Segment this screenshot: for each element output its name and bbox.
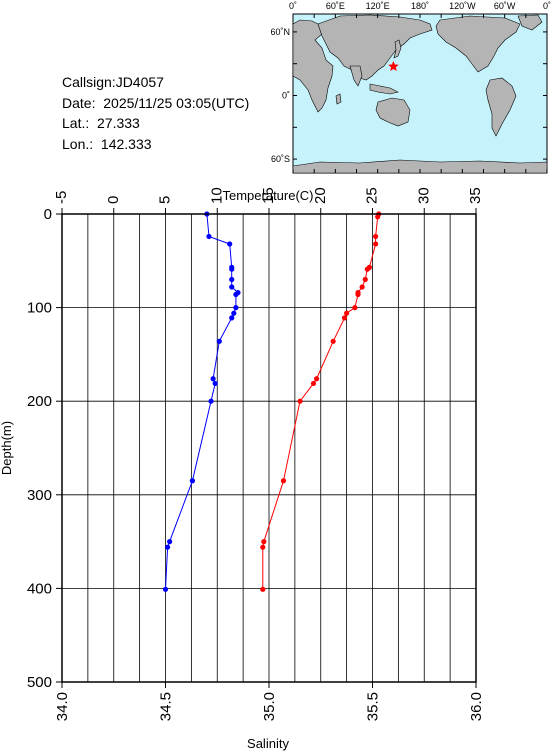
salinity-axis-label: Salinity <box>247 736 289 751</box>
map-lon-label: 0˚ <box>289 1 297 11</box>
temperature-tick-label: -5 <box>53 191 70 204</box>
depth-tick-label: 200 <box>27 393 52 410</box>
salinity-point <box>229 276 235 283</box>
date-text: Date: 2025/11/25 03:05(UTC) <box>62 94 250 111</box>
depth-tick-label: 300 <box>27 487 52 504</box>
station-info: Callsign:JD4057 Date: 2025/11/25 03:05(U… <box>62 72 249 154</box>
depth-tick-label: 500 <box>27 674 52 691</box>
temperature-point <box>373 233 379 240</box>
salinity-point <box>233 291 239 298</box>
land-south-america <box>485 77 517 137</box>
temperature-point <box>297 398 303 404</box>
lat-text: Lat.: 27.333 <box>62 115 140 131</box>
temperature-point <box>261 539 267 545</box>
temperature-tick-label: 20 <box>312 187 329 204</box>
salinity-point <box>216 338 222 344</box>
series-layer <box>162 211 382 592</box>
map-lon-label: 120˚E <box>366 1 390 11</box>
salinity-line <box>165 213 239 590</box>
land-india <box>349 65 363 87</box>
salinity-point <box>210 376 216 382</box>
map-lon-label: 60˚E <box>326 1 345 11</box>
temperature-point <box>310 380 317 387</box>
map-lat-label: 60˚N <box>270 27 290 37</box>
salinity-point <box>189 478 196 484</box>
salinity-series <box>162 211 241 592</box>
depth-tick-label: 0 <box>44 206 52 223</box>
map-lon-label: 120˚W <box>449 1 476 11</box>
chart-grid <box>61 213 477 683</box>
land-north-america <box>435 15 521 73</box>
star-icon <box>388 60 399 72</box>
land-indonesia <box>369 83 399 95</box>
temperature-tick-label: 5 <box>157 196 174 204</box>
temperature-point <box>330 338 336 344</box>
temperature-tick-label: 35 <box>467 187 484 204</box>
temperature-tick-label: 30 <box>415 187 432 204</box>
temperature-point <box>260 544 266 550</box>
land-greenland <box>517 14 543 31</box>
temperature-tick-label: 25 <box>364 187 381 204</box>
temperature-point <box>364 266 370 272</box>
salinity-tick-label: 35.0 <box>261 692 278 721</box>
temperature-axis-label: Temperature(C) <box>222 188 313 203</box>
temperature-series <box>260 211 382 592</box>
salinity-tick-label: 34.5 <box>158 692 175 721</box>
map-labels: 0˚ 60˚E 120˚E 180˚ 120˚W 60˚W 0˚ 60˚N 0˚ 60˚S <box>270 1 551 164</box>
temperature-point <box>375 214 381 220</box>
temperature-point <box>352 305 358 311</box>
map-lon-label: 180˚ <box>411 1 429 11</box>
map-frame-ticks <box>292 14 548 173</box>
lon-text: Lon.: 142.333 <box>62 135 152 152</box>
salinity-point <box>162 586 169 592</box>
map-lon-label: 0˚ <box>543 1 551 11</box>
map-lat-label: 60˚S <box>271 154 290 164</box>
temperature-point <box>314 376 320 382</box>
salinity-point <box>229 266 235 272</box>
salinity-point <box>227 241 233 247</box>
temperature-point <box>355 291 361 298</box>
temperature-point <box>373 241 379 247</box>
salinity-point <box>167 539 173 545</box>
temperature-tick-label: 10 <box>208 187 225 204</box>
salinity-point <box>206 233 212 240</box>
salinity-point <box>212 380 218 387</box>
salinity-tick-label: 34.0 <box>54 692 71 721</box>
salinity-point <box>233 305 239 311</box>
depth-axis-label: Depth(m) <box>0 421 14 475</box>
land-asia <box>317 14 433 81</box>
salinity-tick-label: 36.0 <box>468 692 485 721</box>
salinity-point <box>164 544 171 550</box>
temperature-point <box>359 284 365 290</box>
land-madagascar <box>335 93 342 105</box>
temperature-tick-label: 15 <box>260 187 277 204</box>
callsign-text: Callsign:JD4057 <box>62 74 164 90</box>
temperature-point <box>341 315 348 321</box>
temperature-point <box>344 310 350 316</box>
depth-tick-label: 400 <box>27 580 52 597</box>
temperature-tick-label: 0 <box>105 196 122 204</box>
salinity-point <box>231 310 237 316</box>
map-land <box>292 14 548 174</box>
temperature-point <box>260 586 266 592</box>
temperature-point <box>362 276 368 283</box>
salinity-point <box>229 315 235 321</box>
land-japan <box>393 39 402 59</box>
map-lat-label: 0˚ <box>282 91 290 101</box>
salinity-point <box>229 284 235 290</box>
map-lon-label: 60˚W <box>494 1 516 11</box>
depth-tick-label: 100 <box>27 300 52 317</box>
temperature-point <box>280 478 287 484</box>
land-australia <box>375 97 411 127</box>
salinity-tick-label: 35.5 <box>365 692 382 721</box>
salinity-point <box>208 398 214 404</box>
